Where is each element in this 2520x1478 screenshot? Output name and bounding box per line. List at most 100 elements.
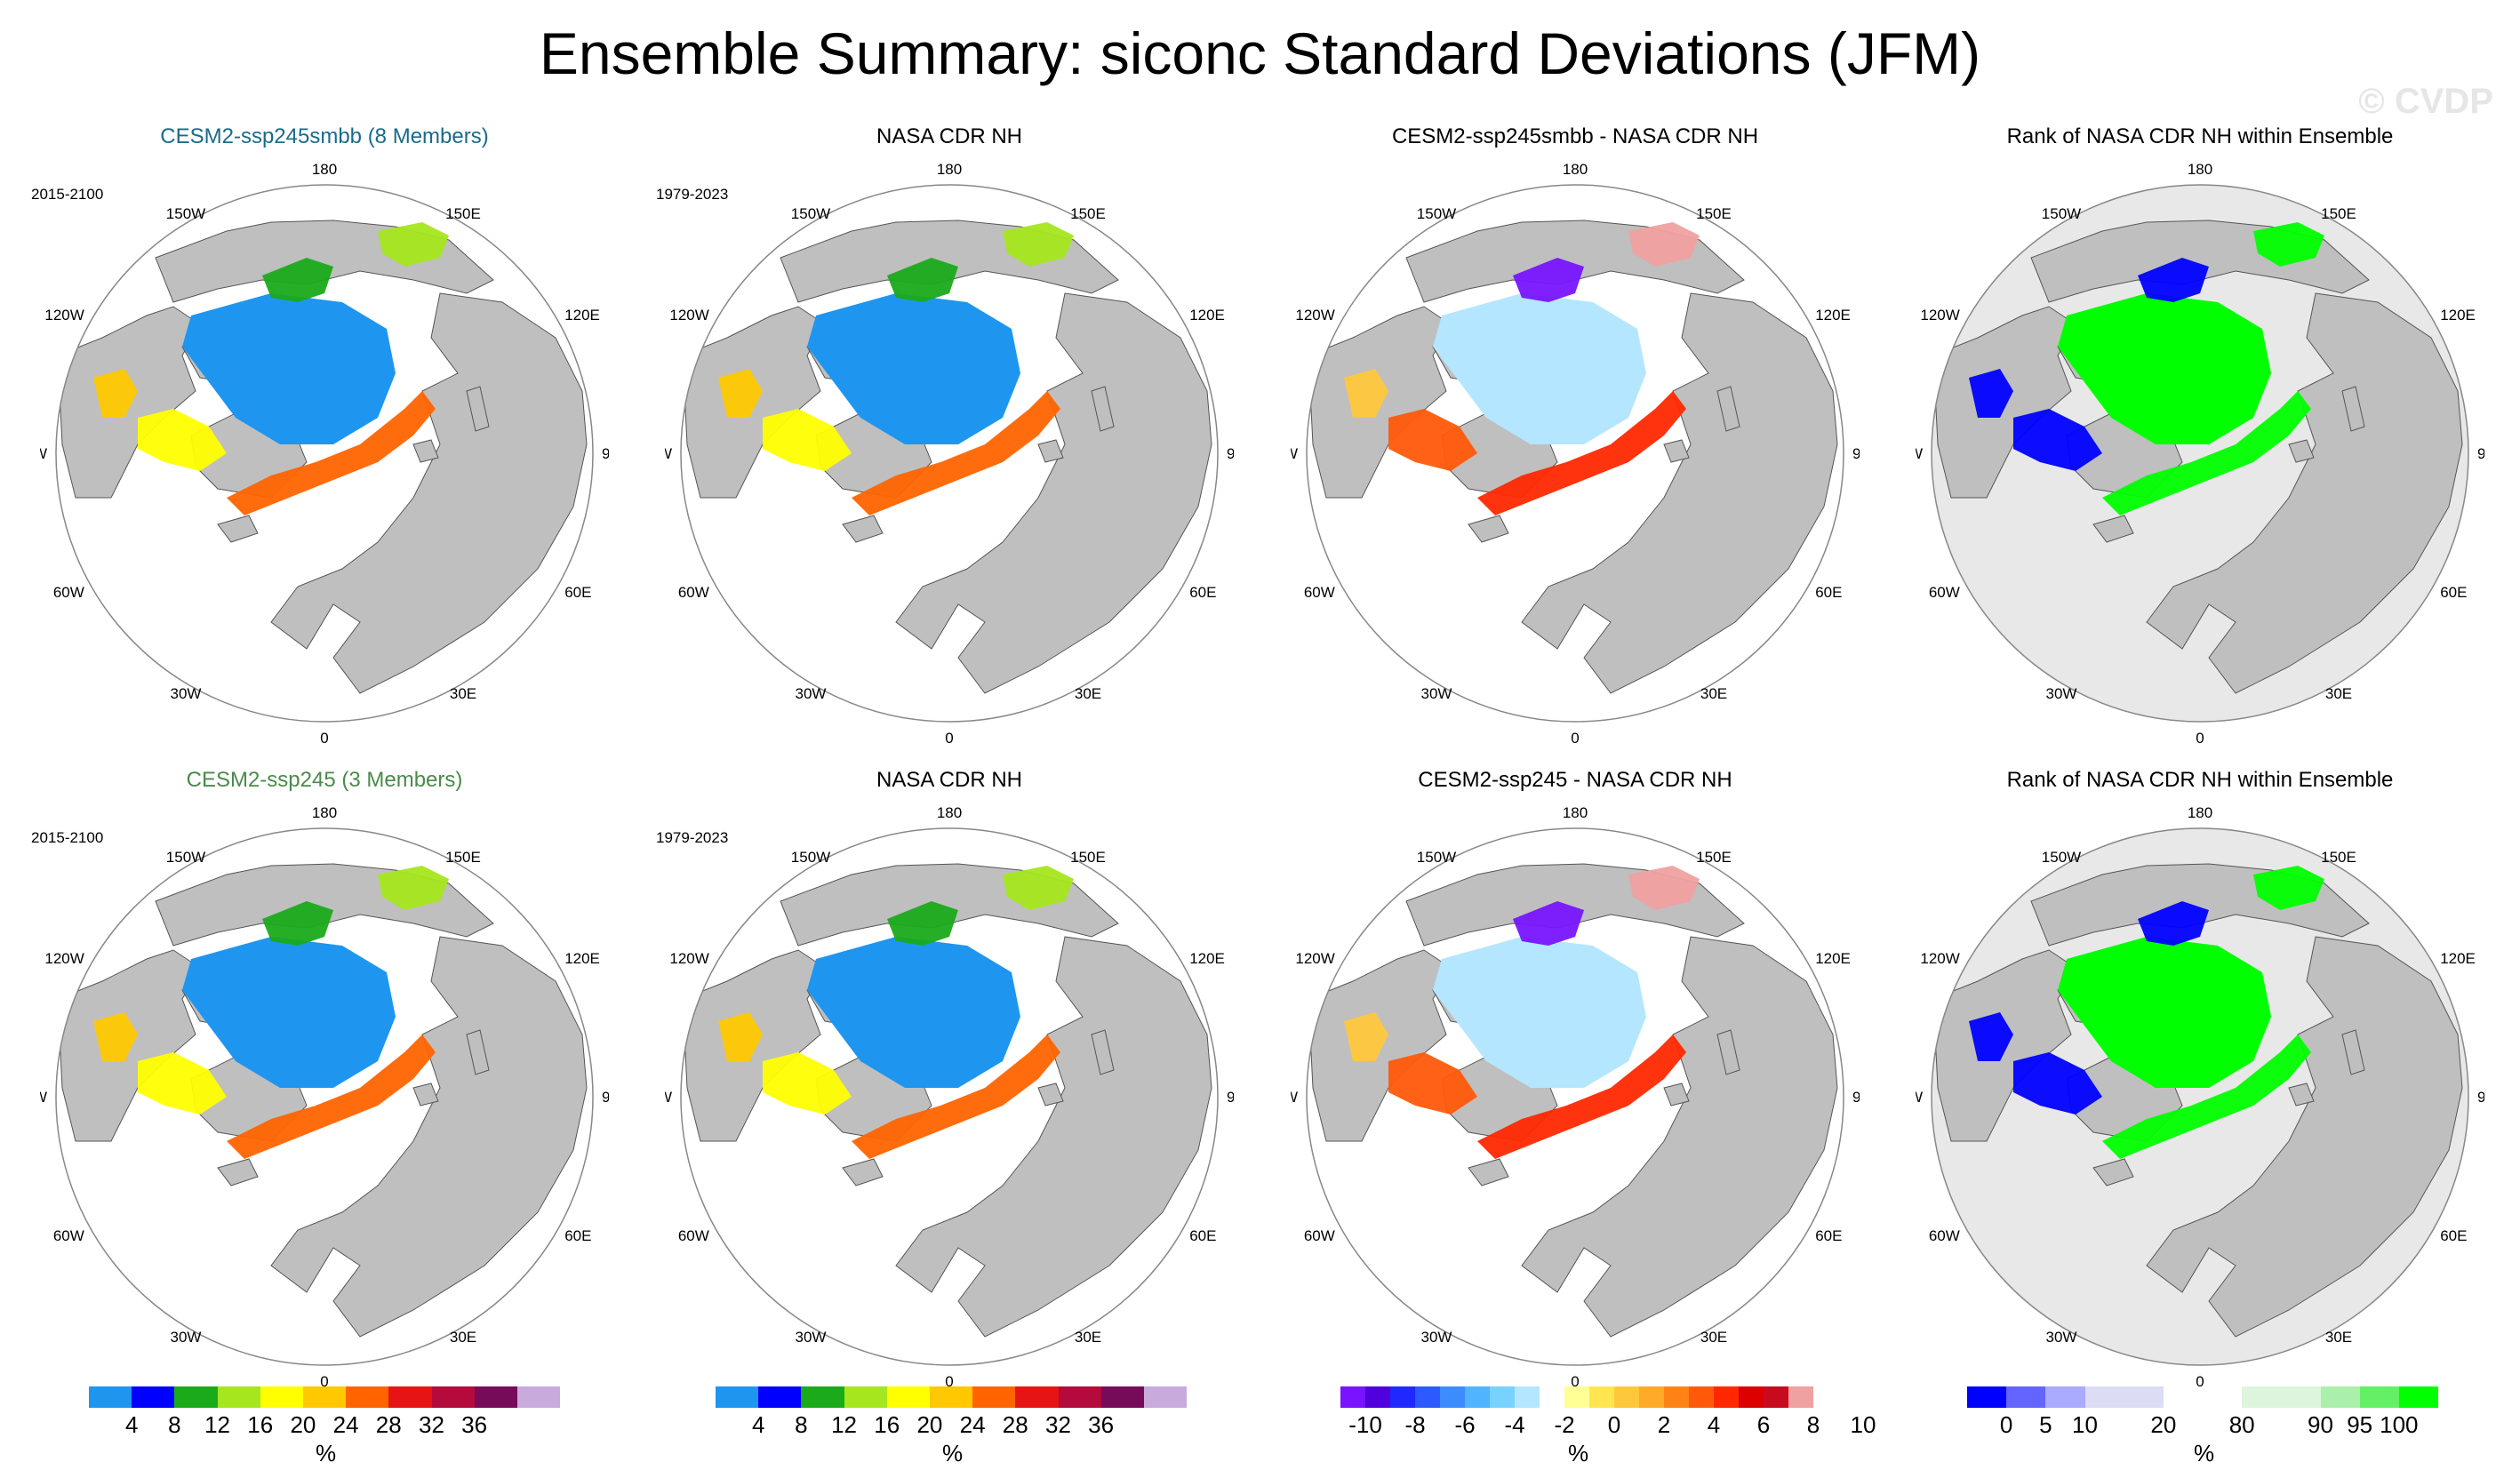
colorbar-tick-label: 0 <box>1999 1411 2013 1438</box>
land-mass <box>2288 1083 2315 1107</box>
colorbar-swatch <box>1143 1386 1188 1408</box>
longitude-label: 90W <box>1291 445 1298 462</box>
land-mass <box>412 439 439 463</box>
colorbar <box>89 1386 561 1408</box>
polar-map: 180 150E 120E 90E 60E 30E 0 30W 60W 90W 120W 150W <box>665 804 1234 1390</box>
land-mass <box>842 515 884 543</box>
land-mass <box>1091 1029 1115 1075</box>
variability-band <box>718 1012 763 1061</box>
land-mass <box>2092 1158 2134 1186</box>
variability-band <box>1969 1012 2013 1061</box>
longitude-label: 60W <box>1929 1227 1960 1244</box>
longitude-label: 60E <box>1189 584 1216 601</box>
longitude-label: 150E <box>1070 205 1106 222</box>
colorbar-swatch <box>2124 1386 2164 1408</box>
variability-band <box>852 1035 1060 1159</box>
land-mass <box>217 1158 259 1186</box>
variability-band <box>2253 866 2324 910</box>
longitude-label: 30E <box>1700 1329 1727 1346</box>
colorbar-tick-label: 6 <box>1756 1411 1771 1438</box>
colorbar-swatch <box>1440 1386 1465 1408</box>
longitude-label: 120E <box>564 950 600 967</box>
longitude-label: 120W <box>44 950 84 967</box>
longitude-label: 120E <box>1815 307 1851 324</box>
longitude-label: 60W <box>1304 1227 1335 1244</box>
longitude-label: 90E <box>2477 445 2484 462</box>
land-mass <box>1663 439 1690 463</box>
longitude-label: 60W <box>1304 584 1335 601</box>
map-boundary <box>1931 184 2469 723</box>
longitude-label: 60E <box>1815 584 1842 601</box>
colorbar-tick-label: 5 <box>2039 1411 2052 1438</box>
longitude-label: 60E <box>1815 1227 1842 1244</box>
longitude-label: 0 <box>945 730 953 747</box>
variability-band <box>1003 866 1074 910</box>
variability-band <box>2138 901 2209 946</box>
colorbar-tick-label: 32 <box>1044 1411 1071 1438</box>
panel-title: CESM2-ssp245 (3 Members) <box>186 768 463 792</box>
longitude-label: 120W <box>1295 307 1334 324</box>
map-panel: NASA CDR NH 1979-2023 180 150E 120E 90E 60E 30E… <box>656 768 1234 1443</box>
map-boundary <box>1306 827 1844 1366</box>
colorbar-swatch <box>1415 1386 1440 1408</box>
variability-band <box>2138 258 2209 302</box>
arctic-ice-field <box>807 937 1020 1088</box>
longitude-label: 0 <box>945 1373 953 1390</box>
polar-map: 180 150E 120E 90E 60E 30E 0 30W 60W 90W 120W 150W <box>1291 161 1860 747</box>
period-label: 1979-2023 <box>656 829 729 846</box>
colorbar-tick-label: 10 <box>2072 1411 2098 1438</box>
arctic-ice-field <box>2058 293 2271 444</box>
colorbar-tick-label: 100 <box>2380 1411 2419 1438</box>
longitude-label: 90E <box>1852 1089 1860 1106</box>
longitude-label: 150E <box>1696 849 1732 866</box>
map-panel: CESM2-ssp245smbb (8 Members) 2015-2100 180… <box>31 124 609 800</box>
longitude-label: 30W <box>171 1329 202 1346</box>
colorbar-swatch <box>2359 1386 2399 1408</box>
colorbar <box>1340 1386 1813 1408</box>
land-mass <box>1468 515 1509 543</box>
panel-title: NASA CDR NH <box>876 768 1023 792</box>
variability-band <box>1003 222 1074 267</box>
land-mass <box>1037 439 1064 463</box>
longitude-label: 30E <box>450 685 476 702</box>
colorbar-swatch <box>2398 1386 2439 1408</box>
colorbar-tick-label: 28 <box>1002 1411 1028 1438</box>
colorbar-swatch <box>346 1386 389 1408</box>
arctic-ice-field <box>182 937 396 1088</box>
variability-band <box>1477 1035 1686 1159</box>
longitude-label: 90E <box>2477 1089 2484 1106</box>
land-mass <box>1521 292 1838 694</box>
colorbar-unit: % <box>942 1440 964 1466</box>
period-label: 2015-2100 <box>31 186 104 203</box>
longitude-label: 150W <box>1417 205 1456 222</box>
longitude-label: 30E <box>450 1329 476 1346</box>
land-mass <box>2341 1029 2365 1075</box>
longitude-label: 60W <box>53 1227 84 1244</box>
longitude-label: 30W <box>2046 1329 2077 1346</box>
longitude-label: 120W <box>44 307 84 324</box>
land-mass <box>2288 439 2315 463</box>
map-boundary <box>680 184 1219 723</box>
colorbar-swatch <box>1639 1386 1664 1408</box>
longitude-label: 150W <box>791 205 830 222</box>
colorbar-swatch <box>516 1386 561 1408</box>
land-mass <box>895 936 1212 1338</box>
polar-map: 180 150E 120E 90E 60E 30E 0 30W 60W 90W 120W 150W <box>1916 804 2484 1390</box>
colorbar-swatch <box>1589 1386 1614 1408</box>
variability-band <box>1628 866 1700 910</box>
longitude-label: 60W <box>53 584 84 601</box>
variability-band <box>2102 1035 2311 1159</box>
panel-title: NASA CDR NH <box>876 124 1023 148</box>
land-mass <box>1468 1158 1509 1186</box>
colorbar-tick-label: 80 <box>2228 1411 2255 1438</box>
variability-band <box>1344 369 1388 418</box>
map-panel: CESM2-ssp245 - NASA CDR NH 180 150E 120E 90E… <box>1291 768 1860 1443</box>
longitude-label: 150E <box>445 205 481 222</box>
period-label: 2015-2100 <box>31 829 104 846</box>
colorbar-swatch <box>388 1386 432 1408</box>
colorbar-swatch <box>1465 1386 1490 1408</box>
colorbar-tick-label: -6 <box>1454 1411 1476 1438</box>
longitude-label: 90E <box>1852 445 1860 462</box>
variability-band <box>887 258 958 302</box>
longitude-label: 150E <box>1696 205 1732 222</box>
